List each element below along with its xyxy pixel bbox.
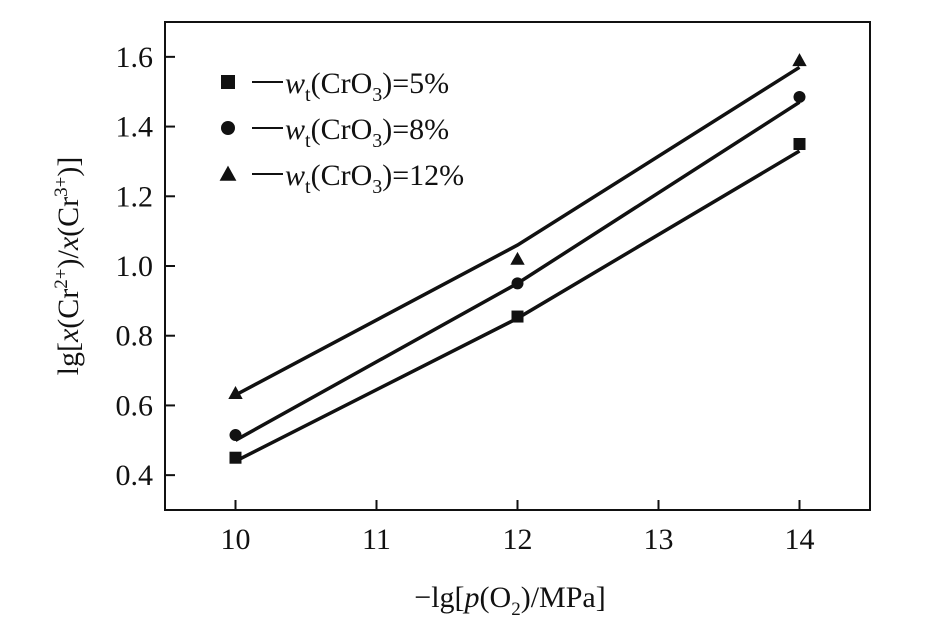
ticks	[165, 55, 801, 510]
data-point-square	[511, 310, 524, 323]
legend-entry: wt(CrO3)=8%	[285, 113, 449, 152]
y-tick-label: 0.4	[116, 459, 154, 492]
legend-marker-circle	[221, 121, 235, 135]
legend-entry: wt(CrO3)=12%	[285, 159, 464, 198]
y-tick-label: 0.8	[116, 320, 154, 353]
data-point-circle	[229, 429, 242, 442]
x-tick-label: 10	[221, 523, 251, 556]
y-tick-label: 1.4	[116, 111, 154, 144]
x-axis-label: −lg[p(O2)/MPa]	[414, 581, 605, 620]
data-point-circle	[511, 277, 524, 290]
y-axis-label: lg[x(Cr2+)/x(Cr3+)]	[51, 157, 85, 376]
legend-marker-square	[221, 75, 235, 89]
plot-frame	[164, 21, 871, 511]
markers	[228, 53, 807, 464]
y-tick-label: 1.2	[116, 180, 154, 213]
data-point-triangle	[792, 53, 807, 67]
x-tick-label: 12	[503, 523, 533, 556]
y-tick-label: 1.0	[116, 250, 154, 283]
x-tick-label: 13	[644, 523, 674, 556]
y-tick-label: 0.6	[116, 389, 154, 422]
legend-marker-triangle	[219, 165, 237, 181]
legend-entry: wt(CrO3)=5%	[285, 67, 449, 106]
fit-line	[234, 65, 801, 397]
data-point-square	[229, 451, 242, 464]
x-tick-label: 14	[785, 523, 815, 556]
data-point-square	[793, 138, 806, 150]
x-tick-label: 11	[362, 523, 391, 556]
tick-labels: 10 11 12 13 14 0.4 0.6 0.8 1.0 1.2 1.4 1.6	[116, 41, 815, 556]
data-point-circle	[793, 90, 806, 103]
data-point-triangle	[510, 251, 525, 265]
legend: wt(CrO3)=5% wt(CrO3)=8% wt(CrO3)=12%	[219, 67, 464, 198]
data-point-triangle	[228, 386, 243, 399]
fit-line	[234, 100, 801, 442]
fit-line	[234, 149, 801, 463]
y-tick-label: 1.6	[116, 41, 154, 74]
